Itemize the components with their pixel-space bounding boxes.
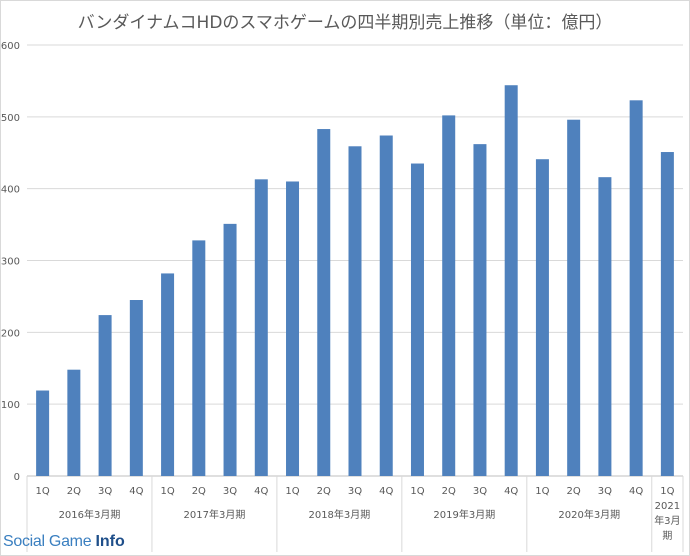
x-tick-label: 4Q (504, 486, 518, 497)
bar (629, 100, 643, 476)
bar (473, 144, 487, 476)
x-axis-labels: 1Q 2Q 3Q 4Q 1Q 2Q 3Q 4Q 1Q 2Q 3Q 4Q 1Q 2Q 3Q 4Q 1Q 2Q 3Q 4Q… (26, 476, 684, 552)
chart-title: バンダイナムコHDのスマホゲームの四半期別売上推移（単位：億円） (77, 13, 613, 33)
bar (598, 177, 612, 476)
bar (660, 152, 674, 476)
group-label: 2019年3月期 (433, 508, 495, 521)
group-label: 2017年3月期 (184, 508, 246, 521)
x-tick-label: 4Q (629, 486, 643, 497)
x-tick-label: 2Q (567, 486, 581, 497)
x-tick-label: 4Q (379, 486, 393, 497)
x-tick-label: 3Q (223, 486, 237, 497)
x-tick-label: 2Q (317, 486, 331, 497)
x-tick-label: 2Q (67, 486, 81, 497)
group-label: 2020年3月期 (558, 508, 620, 521)
bar (410, 163, 424, 476)
x-tick-label: 1Q (36, 486, 50, 497)
x-tick-label: 1Q (160, 486, 174, 497)
bar (504, 85, 518, 476)
x-tick-label: 4Q (254, 486, 268, 497)
y-tick-label: 200 (1, 328, 20, 339)
bar (317, 129, 331, 477)
watermark-logo: Social Game Info (3, 533, 125, 551)
y-tick-label: 300 (1, 257, 20, 268)
y-tick-label: 600 (1, 41, 20, 52)
x-tick-label: 1Q (535, 486, 549, 497)
bar (161, 273, 175, 476)
x-tick-label: 3Q (348, 486, 362, 497)
bar (286, 181, 300, 476)
x-tick-label: 2Q (192, 486, 206, 497)
x-tick-label: 1Q (410, 486, 424, 497)
bar (223, 223, 237, 476)
x-tick-label: 3Q (98, 486, 112, 497)
y-tick-label: 100 (1, 400, 20, 411)
bar (379, 135, 393, 476)
x-tick-label: 1Q (660, 486, 674, 497)
y-tick-label: 500 (1, 113, 20, 124)
x-tick-label: 2Q (442, 486, 456, 497)
bar (36, 390, 50, 476)
x-tick-label: 4Q (129, 486, 143, 497)
bar (98, 315, 112, 476)
x-tick-label: 3Q (473, 486, 487, 497)
watermark-text-1: Social Game (3, 533, 96, 550)
bar (535, 159, 549, 476)
x-tick-label: 1Q (285, 486, 299, 497)
bar (567, 119, 581, 476)
y-tick-label: 0 (14, 472, 20, 483)
y-tick-label: 400 (1, 185, 20, 196)
bar (67, 369, 81, 476)
bar (348, 146, 362, 476)
watermark-text-2: Info (95, 533, 125, 550)
group-label: 2016年3月期 (59, 508, 121, 521)
group-label: 2018年3月期 (308, 508, 370, 521)
x-tick-label: 3Q (598, 486, 612, 497)
group-label: 2021 年3月期 (654, 501, 680, 542)
y-axis-tick-labels: 0 100 200 300 400 500 600 (1, 41, 20, 483)
bar (442, 115, 456, 476)
bar (192, 240, 206, 476)
bar (129, 300, 143, 476)
bar (254, 179, 268, 476)
bars (36, 85, 674, 477)
